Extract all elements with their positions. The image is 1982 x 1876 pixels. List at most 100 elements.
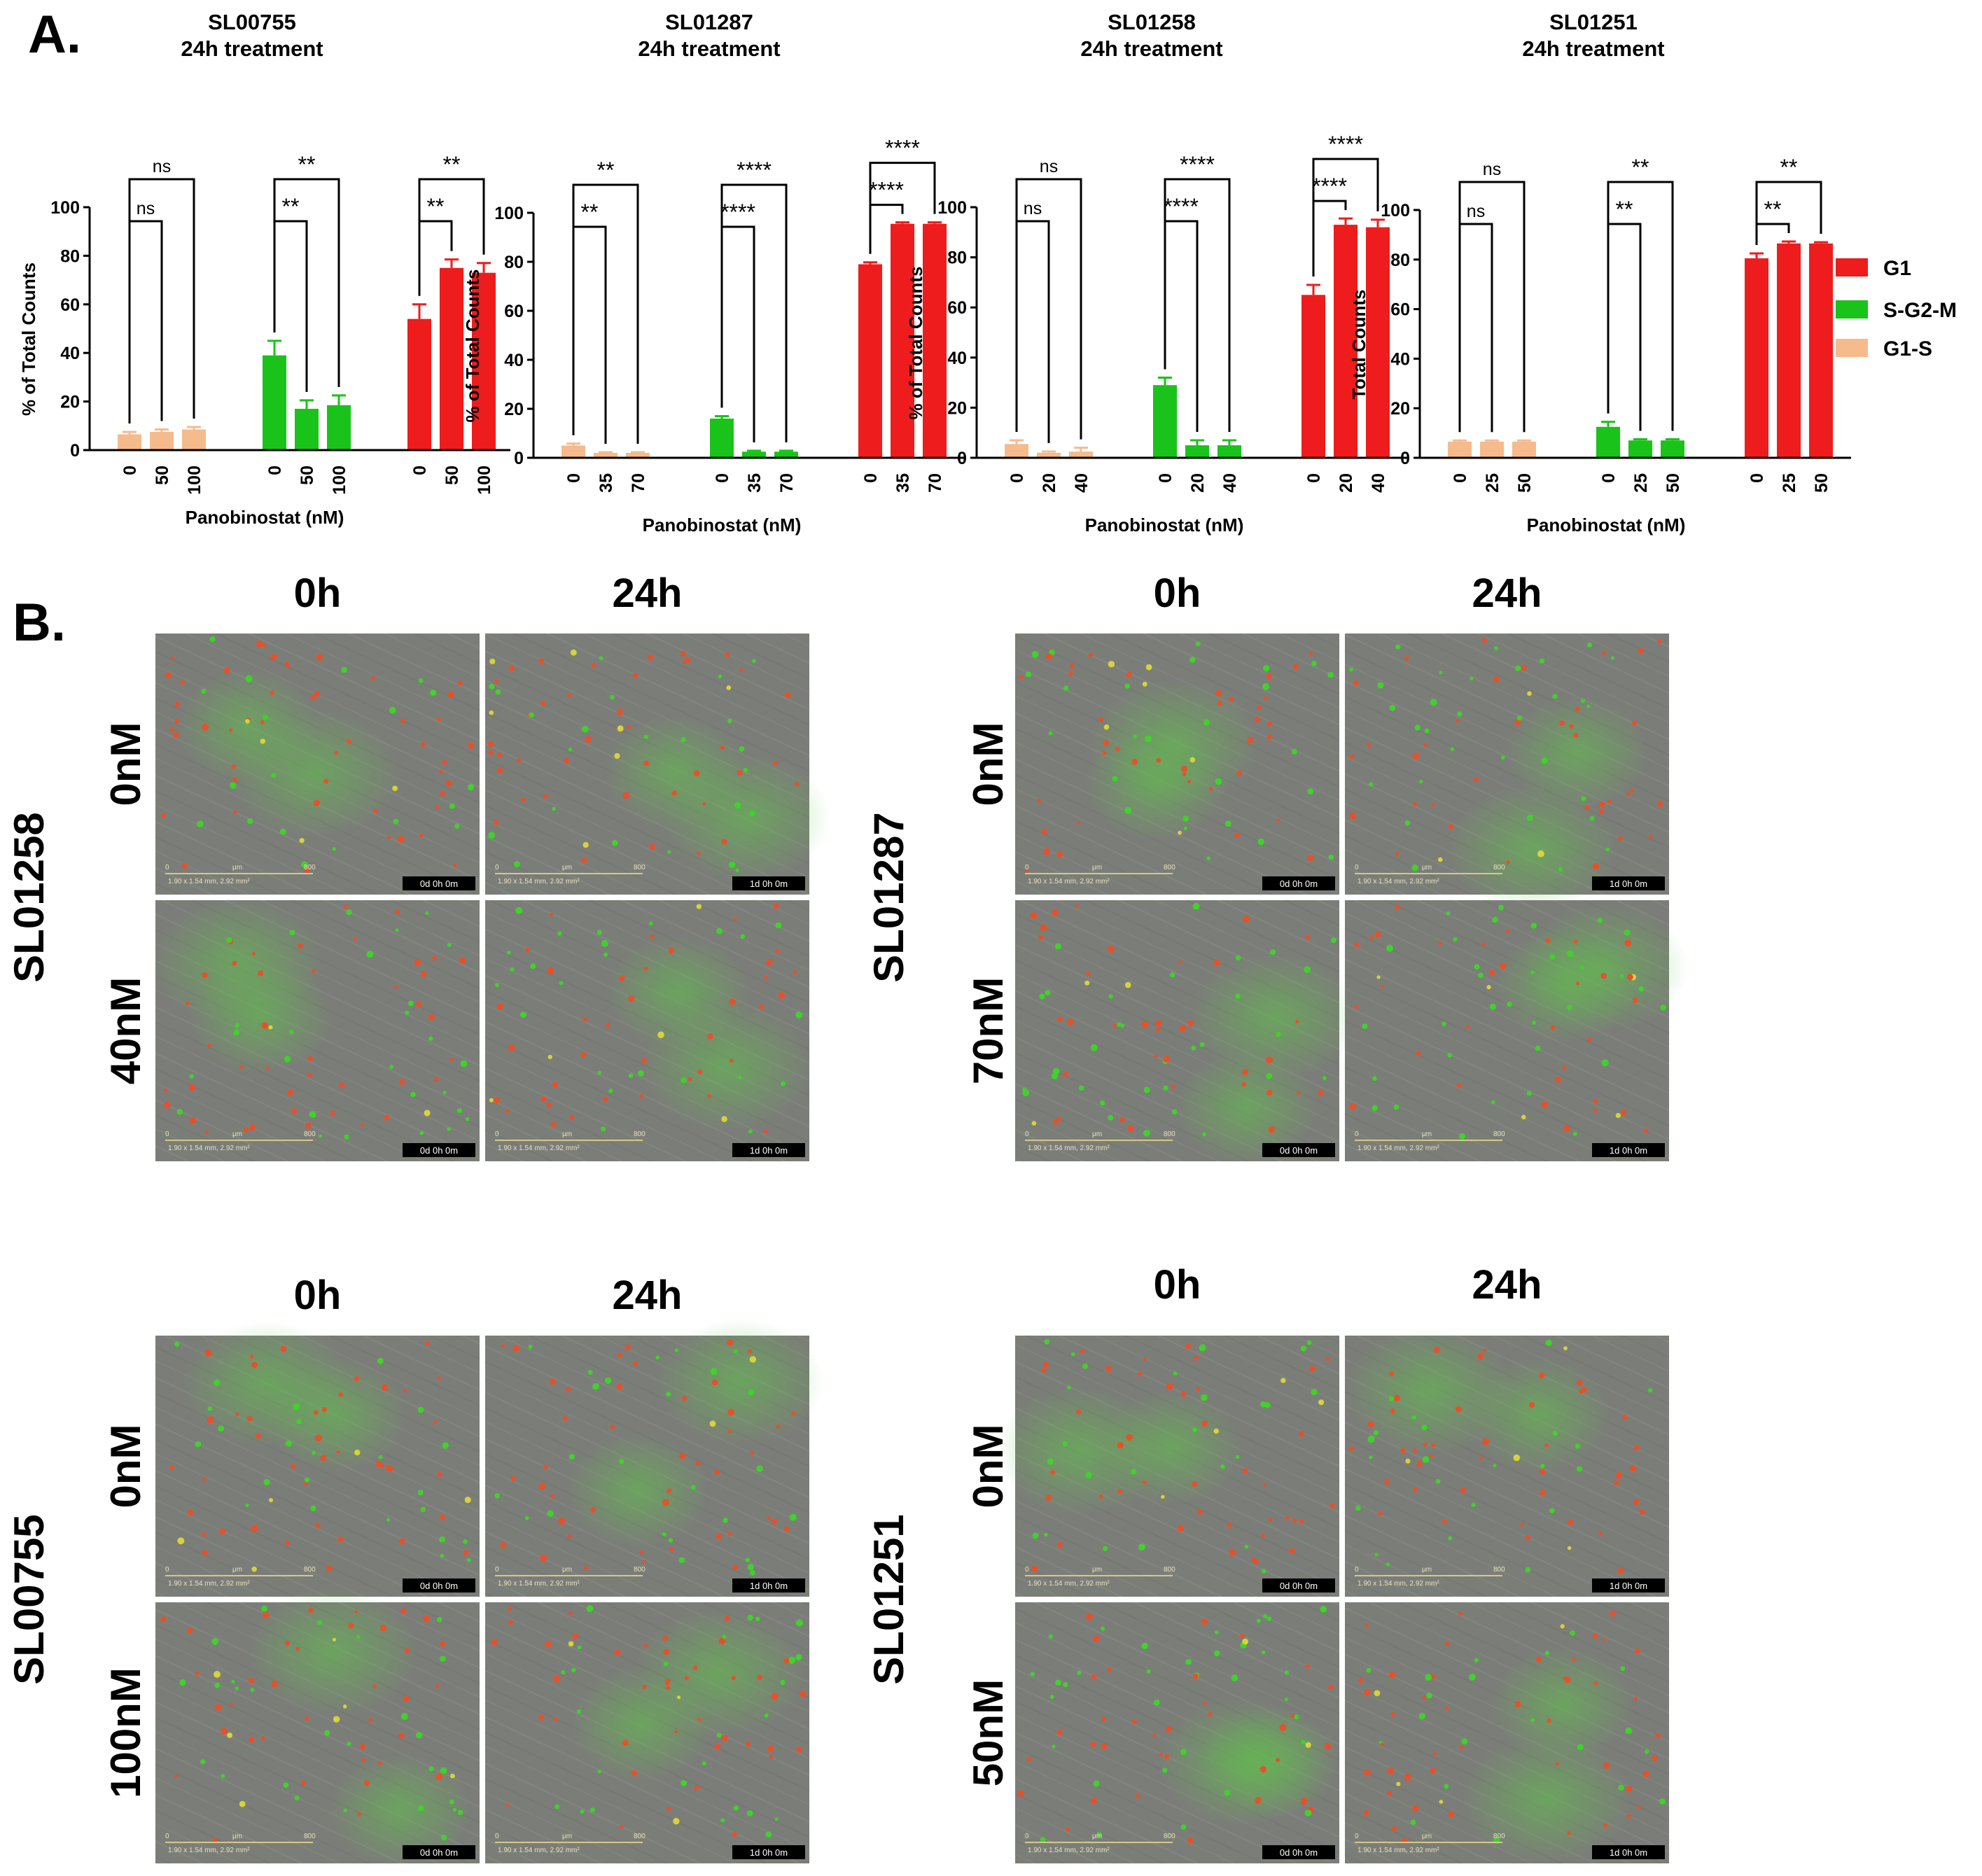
cell [214,1670,221,1678]
cell [1563,1676,1568,1681]
cell [287,1089,294,1096]
x-tick-label: 0 [713,473,732,483]
outer-significance: ** [443,152,461,177]
cell [308,1607,314,1613]
cell [1630,788,1634,792]
cell [230,782,237,789]
cell [1540,1469,1546,1475]
cell [174,718,180,724]
inner-significance: **** [869,178,904,203]
fluorescence-glow [265,1359,406,1471]
cell [721,839,727,845]
cell [739,746,745,752]
cell [1224,1789,1231,1796]
cell [424,1110,431,1116]
chart-subtitle: 24h treatment [1080,36,1222,61]
cell [214,1704,222,1711]
cell [1493,1464,1497,1468]
outer-bracket [128,178,195,420]
fluorescence-glow [1086,728,1227,841]
cell [756,1465,763,1472]
cell [729,998,736,1005]
inner-significance: ** [427,194,445,219]
cell [1309,1365,1315,1371]
cell [381,1384,388,1391]
cell [1292,664,1299,670]
cell [1247,736,1254,743]
cell [1107,946,1115,953]
cell [1187,1020,1194,1027]
cell [1285,1516,1290,1520]
cell [726,685,732,690]
microscopy-tile: 0 μm 800 1.90 x 1.54 mm, 2.92 mm² 1d 0h 0m [485,900,811,1161]
cell [463,1550,469,1556]
x-tick-label: 0 [410,465,430,475]
cell [1194,1355,1199,1361]
y-tick-label: 0 [1400,449,1410,468]
scale-caption: 1.90 x 1.54 mm, 2.92 mm² [168,1580,250,1588]
cell [1048,1634,1053,1639]
inner-bracket [128,220,163,424]
cell [1256,1618,1261,1623]
timestamp: 1d 0h 0m [1610,1847,1647,1858]
cell [495,689,501,695]
cell [1141,1021,1149,1028]
inner-bracket [1458,223,1493,433]
cell [1112,776,1118,782]
cell [1103,724,1110,730]
cell [1384,1479,1390,1485]
cell [569,1114,575,1120]
cell [520,1011,526,1018]
cell [1632,997,1638,1003]
cell [416,1001,422,1007]
cell [538,658,545,664]
cell [410,1091,416,1098]
cell [1568,1519,1574,1525]
cell [1396,1782,1401,1786]
cell [1201,1394,1208,1401]
outer-bracket [1312,158,1379,273]
cell [795,1619,803,1627]
cell [1372,1105,1378,1112]
cell [793,970,797,974]
cell [1482,1438,1490,1446]
outer-bracket [1607,181,1674,431]
cell [1622,1414,1628,1420]
cell [764,975,769,980]
cell [268,1025,273,1030]
scale-zero: 0 [165,864,169,872]
cell [1627,974,1633,981]
bar [1037,452,1061,458]
cell [1098,716,1104,722]
cell [725,652,730,657]
cell [309,1111,316,1119]
cell [454,823,460,829]
cell [603,952,608,957]
cell [1153,1054,1158,1058]
cell [295,1646,300,1651]
cell [648,921,653,926]
cell [235,1686,239,1690]
cell [667,1488,672,1493]
fluorescence-glow [178,671,319,783]
cell [624,1344,631,1351]
cell [547,1054,552,1060]
bar [1480,441,1504,458]
cell [1067,1018,1074,1026]
cell [501,1344,505,1348]
cell [407,1000,414,1007]
cell [1423,1442,1428,1447]
cell [1380,984,1384,988]
cell [214,1379,221,1387]
cell [616,1383,623,1390]
y-tick-label: 80 [504,253,524,272]
scale-zero: 0 [165,1833,169,1840]
fluorescence-glow [656,1318,825,1445]
cell [1657,638,1662,644]
cell [1101,1626,1105,1631]
cell [1171,1084,1176,1089]
cell [765,1831,772,1837]
cell [239,1800,246,1807]
cell [1413,1487,1418,1492]
cell [207,1406,213,1411]
